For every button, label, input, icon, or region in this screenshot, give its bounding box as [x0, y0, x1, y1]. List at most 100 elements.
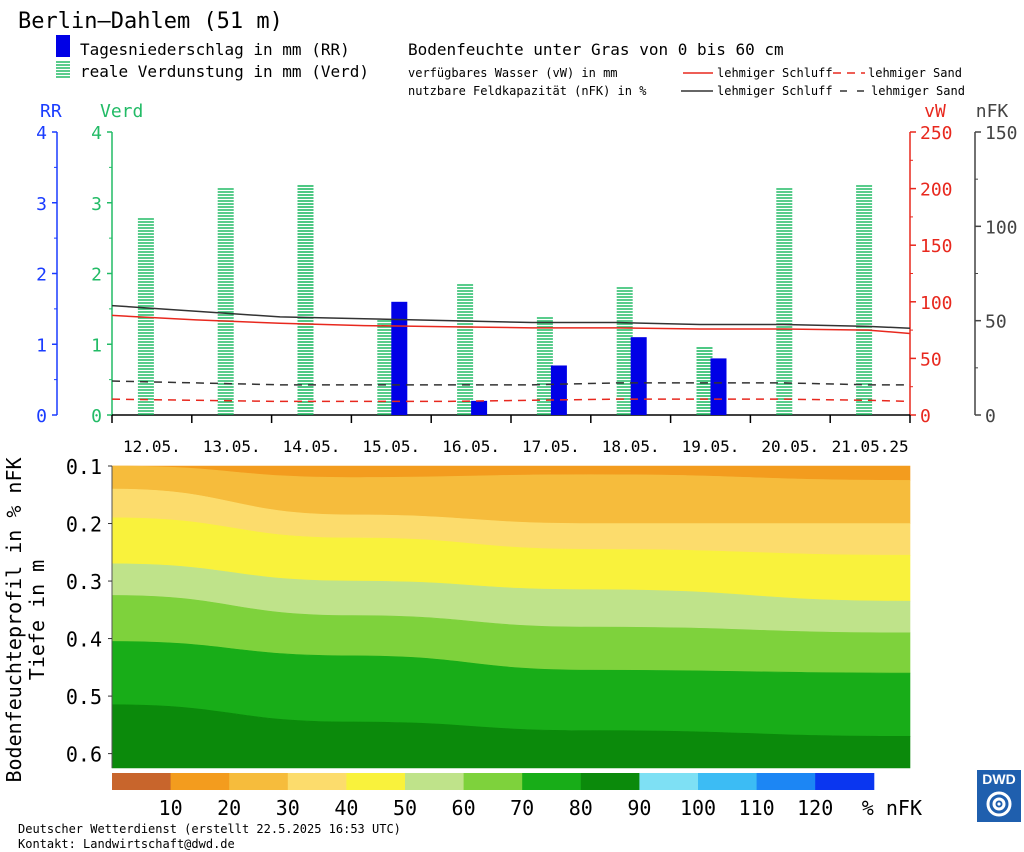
colorbar-segment: [580, 773, 640, 790]
dwd-logo: DWD: [977, 770, 1021, 822]
colorbar-label: 40: [334, 796, 358, 820]
verd-bar: [616, 287, 633, 415]
vw-tick-label: 200: [920, 180, 953, 201]
colorbar-label: 80: [569, 796, 593, 820]
footer-contact: Kontakt: Landwirtschaft@dwd.de: [18, 837, 235, 851]
colorbar-segment: [522, 773, 582, 790]
colorbar-segment: [229, 773, 289, 790]
legend-soil-title: Bodenfeuchte unter Gras von 0 bis 60 cm: [408, 40, 784, 59]
verd-tick-label: 2: [91, 265, 102, 286]
legend-vw-label: verfügbares Wasser (vW) in mm: [408, 66, 618, 80]
rr-bar: [550, 365, 567, 415]
x-tick-label: 16.05.: [442, 437, 500, 456]
legend-nfk-label: nutzbare Feldkapazität (nFK) in %: [408, 84, 647, 98]
colorbar-segment: [815, 773, 875, 790]
profile-tick-label: 0.2: [66, 513, 102, 537]
profile-ylabel: Bodenfeuchteprofil in % nFK: [2, 457, 26, 782]
colorbar-label: 100: [680, 796, 716, 820]
nfk-tick-label: 100: [985, 217, 1018, 238]
colorbar-label: 20: [217, 796, 241, 820]
verd-tick-label: 3: [91, 194, 102, 215]
verd-bar: [137, 218, 154, 415]
vw-line-sand: [111, 398, 911, 403]
vw-tick-label: 150: [920, 236, 953, 257]
colorbar-label: 50: [393, 796, 417, 820]
axis-label-nfk: nFK: [976, 101, 1009, 122]
x-tick-label: 13.05.: [203, 437, 261, 456]
colorbar-segment: [112, 773, 172, 790]
nfk-line-schluff: [111, 304, 911, 329]
colorbar-label: 30: [276, 796, 300, 820]
dwd-logo-text: DWD: [982, 771, 1016, 787]
profile-tick-label: 0.4: [66, 628, 102, 652]
vw-tick-label: 0: [920, 406, 931, 427]
dwd-spiral-icon: [986, 791, 1012, 817]
rr-tick-label: 0: [36, 406, 47, 427]
legend-verd-label: reale Verdunstung in mm (Verd): [80, 62, 369, 81]
rr-bar: [710, 358, 727, 415]
colorbar-segment: [698, 773, 758, 790]
nfk-line-sand: [111, 380, 910, 386]
x-tick-label: 19.05.: [682, 437, 740, 456]
legend-verd-swatch: [56, 61, 70, 78]
rr-tick-label: 1: [36, 335, 47, 356]
profile-band: [111, 704, 911, 769]
rr-bar: [391, 301, 408, 415]
x-tick-label: 18.05.: [602, 437, 660, 456]
colorbar-segment: [639, 773, 699, 790]
verd-bar: [856, 185, 873, 415]
colorbar-label: 70: [510, 796, 534, 820]
verd-bar: [457, 284, 474, 415]
colorbar-segment: [287, 773, 347, 790]
x-tick-label: 12.05.: [123, 437, 181, 456]
vw-tick-label: 250: [920, 123, 953, 144]
colorbar-segment: [405, 773, 465, 790]
x-tick-label: 17.05.: [522, 437, 580, 456]
rr-tick-label: 2: [36, 265, 47, 286]
verd-bar: [696, 347, 713, 415]
colorbar-label: 60: [452, 796, 476, 820]
soil-profile-heatmap: 0.1 0.2 0.3 0.4 0.5 0.6 Bodenfeuchteprofil in …: [2, 455, 911, 783]
nfk-tick-label: 50: [985, 312, 1007, 333]
legend-vw-sand-label: lehmiger Sand: [868, 66, 962, 80]
rr-bar: [471, 400, 488, 415]
verd-bar: [217, 188, 234, 415]
vw-line-schluff: [111, 314, 911, 335]
vw-tick-label: 50: [920, 349, 942, 370]
legend-nfk-schluff-label: lehmiger Schluff: [717, 84, 833, 98]
legend-rr-swatch: [56, 35, 70, 57]
vw-tick-label: 100: [920, 293, 953, 314]
rr-tick-label: 4: [36, 123, 47, 144]
profile-tick-label: 0.3: [66, 570, 102, 594]
verd-tick-label: 4: [91, 123, 102, 144]
verd-bar: [297, 185, 314, 415]
axis-label-vw: vW: [924, 101, 946, 122]
chart-title: Berlin—Dahlem (51 m): [18, 9, 283, 34]
legend-vw-schluff-label: lehmiger Schluff: [717, 66, 833, 80]
x-tick-label: 15.05.: [362, 437, 420, 456]
colorbar-segment: [756, 773, 816, 790]
colorbar-label: 120: [797, 796, 833, 820]
weather-bars-chart: 0 1 2 3 4 0 1 2 3 4 0 50 100 150 200 250 0 50 100 150 12.05.…: [36, 123, 1017, 456]
colorbar-label: 110: [739, 796, 775, 820]
verd-tick-label: 0: [91, 406, 102, 427]
profile-ylabel-depth: Tiefe in m: [25, 560, 49, 680]
colorbar-label: 10: [159, 796, 183, 820]
verd-tick-label: 1: [91, 335, 102, 356]
x-tick-label: 14.05.: [283, 437, 341, 456]
footer-credit: Deutscher Wetterdienst (erstellt 22.5.20…: [18, 822, 401, 836]
rr-tick-label: 3: [36, 194, 47, 215]
profile-tick-label: 0.6: [66, 743, 102, 767]
axis-label-rr: RR: [40, 101, 62, 122]
colorbar-segment: [170, 773, 230, 790]
x-tick-label: 20.05.: [761, 437, 819, 456]
profile-tick-label: 0.1: [66, 455, 102, 479]
colorbar-unit: % nFK: [862, 796, 922, 820]
profile-tick-label: 0.5: [66, 685, 102, 709]
rr-bar: [630, 337, 647, 415]
colorbar-segment: [346, 773, 406, 790]
colorbar-label: 90: [627, 796, 651, 820]
verd-bar: [776, 188, 793, 415]
legend-nfk-sand-label: lehmiger Sand: [871, 84, 965, 98]
